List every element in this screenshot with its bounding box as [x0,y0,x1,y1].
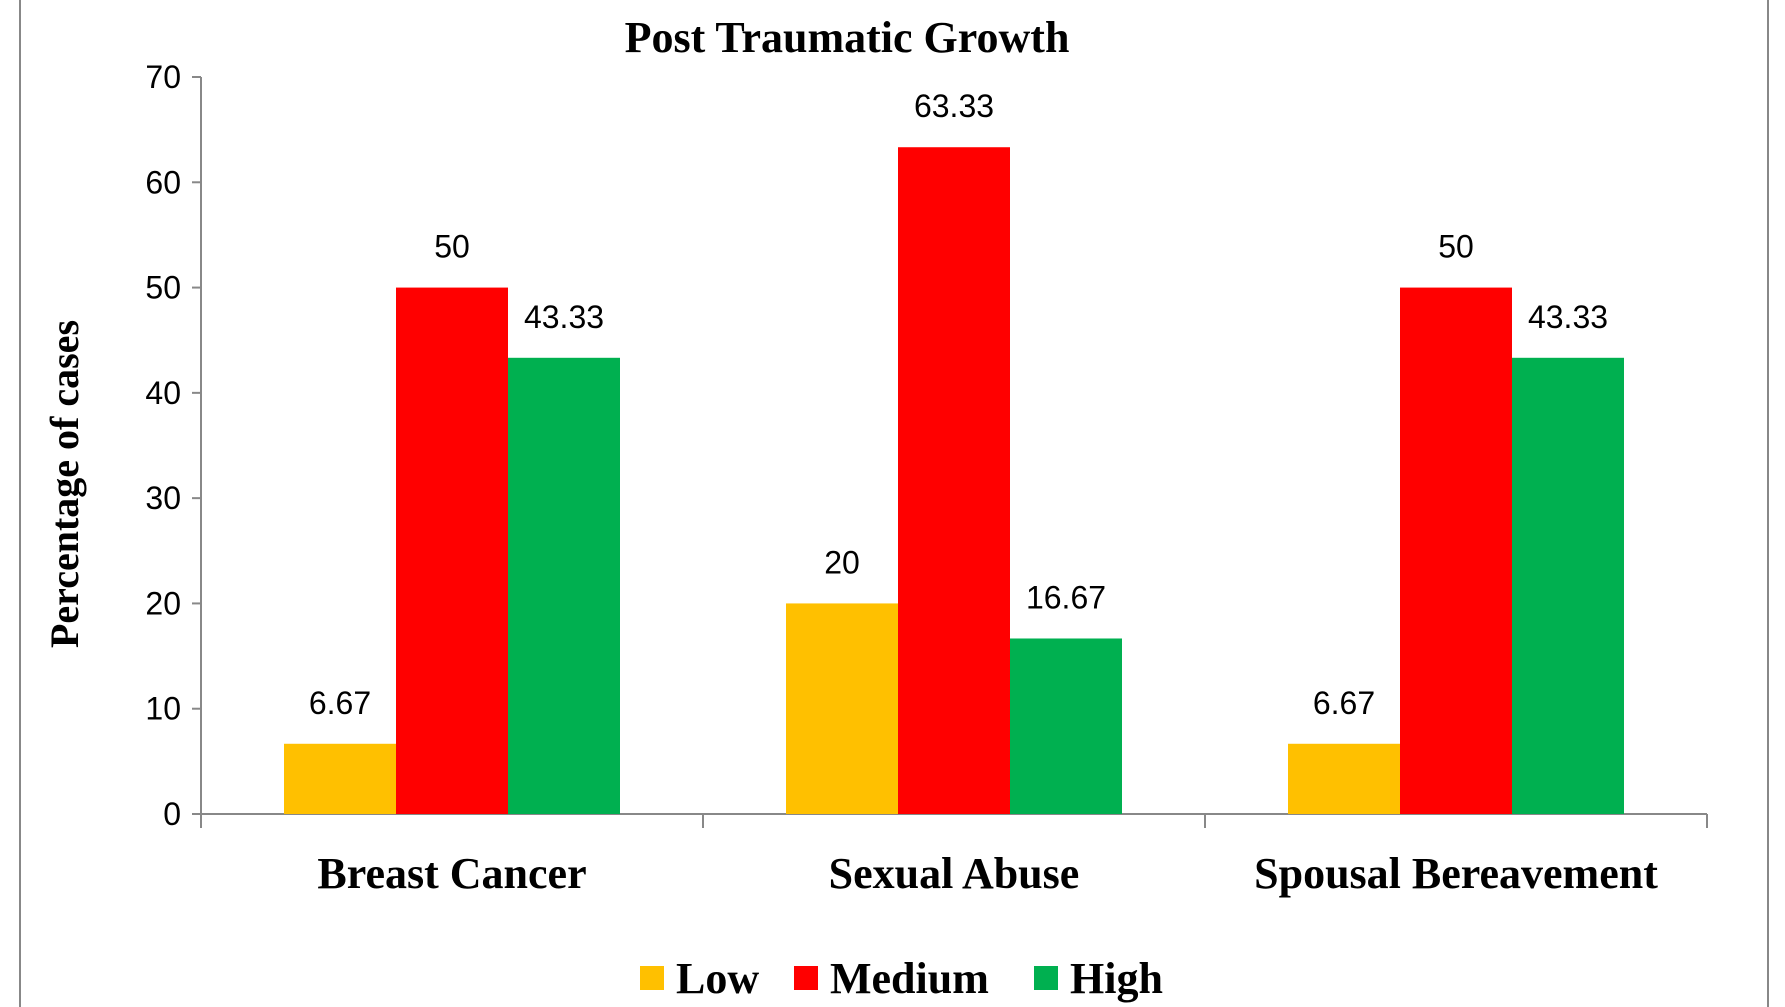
bar-high [1512,357,1624,814]
x-tick-label: Sexual Abuse [829,849,1080,898]
legend-swatch-low [640,966,664,990]
y-tick-label: 0 [163,796,181,832]
y-tick-label: 30 [145,480,181,516]
legend-swatch-high [1034,966,1058,990]
data-label: 6.67 [309,685,371,721]
data-label: 50 [1438,229,1474,265]
y-tick-label: 60 [145,164,181,200]
data-label: 43.33 [524,299,604,335]
bar-low [786,603,898,814]
y-tick-label: 10 [145,691,181,727]
data-label: 16.67 [1026,579,1106,615]
x-tick-label: Breast Cancer [317,849,586,898]
y-tick-label: 40 [145,375,181,411]
x-tick-label: Spousal Bereavement [1254,849,1658,898]
legend-label-medium: Medium [830,954,989,1003]
y-axis-label: Percentage of cases [42,320,87,648]
legend-label-low: Low [676,954,759,1003]
bar-high [508,357,620,814]
bar-low [1288,743,1400,814]
y-tick-label: 50 [145,270,181,306]
data-label: 63.33 [914,88,994,124]
chart-title: Post Traumatic Growth [625,13,1070,62]
data-label: 20 [824,544,860,580]
y-tick-label: 70 [145,59,181,95]
bar-medium [1400,287,1512,815]
bar-high [1010,638,1122,814]
bar-low [284,743,396,814]
data-label: 50 [434,229,470,265]
bar-medium [396,287,508,815]
legend-label-high: High [1070,954,1163,1003]
y-tick-label: 20 [145,585,181,621]
data-label: 43.33 [1528,299,1608,335]
bar-medium [898,147,1010,814]
legend-swatch-medium [794,966,818,990]
data-label: 6.67 [1313,685,1375,721]
